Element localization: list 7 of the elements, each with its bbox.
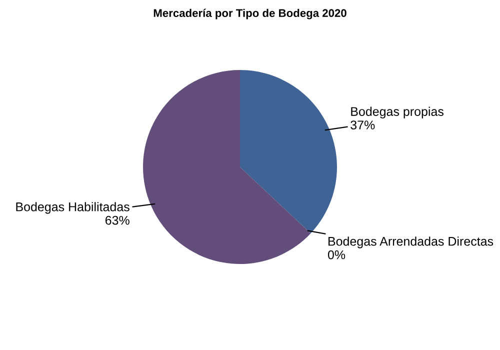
legend-label: Bodegas Arrendadas Directas: [328, 236, 494, 248]
data-label: 37%: [350, 120, 375, 130]
chart-title: Mercadería por Tipo de Bodega 2020: [154, 8, 346, 20]
slice-label: Bodegas propias: [351, 106, 444, 118]
slice-label: Bodegas Habilitadas: [16, 202, 130, 214]
text: 0%: [328, 250, 346, 260]
data-label: 63%: [105, 216, 130, 225]
